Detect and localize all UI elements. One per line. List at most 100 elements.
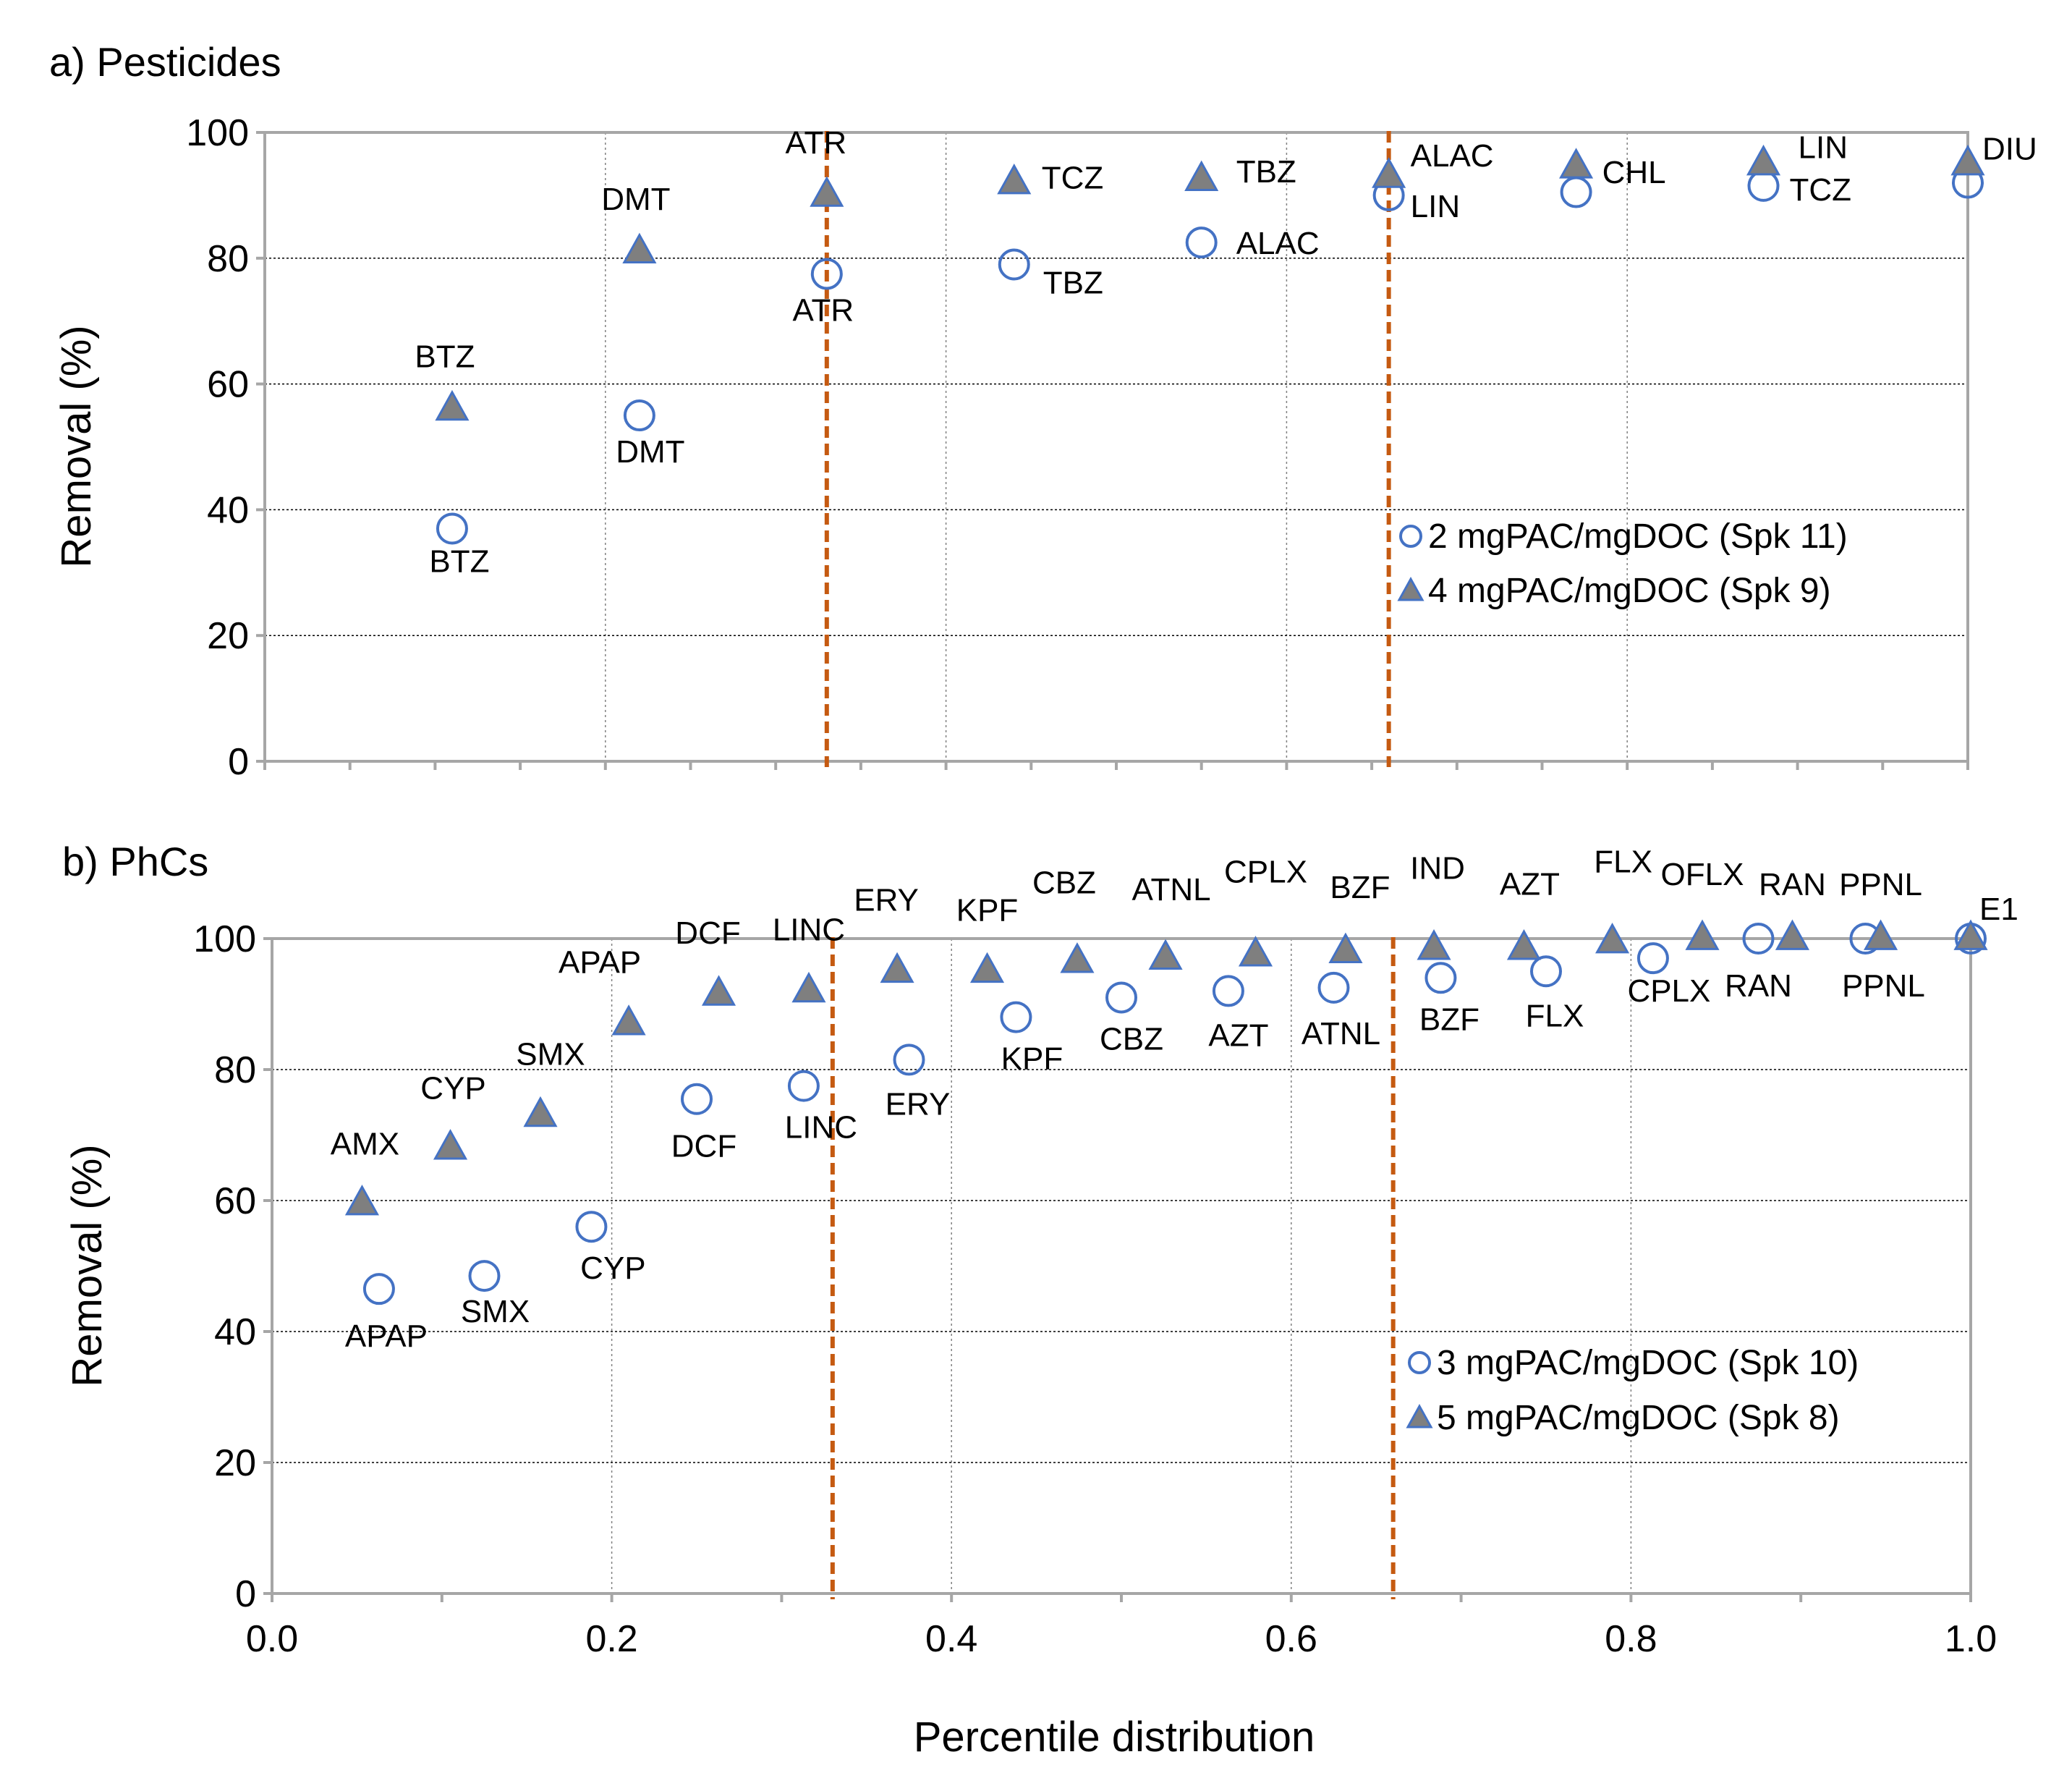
legend-label: 2 mgPAC/mgDOC (Spk 11) [1428, 517, 1848, 556]
data-point-triangle [1148, 939, 1183, 970]
y-tick-label: 80 [214, 1049, 256, 1091]
data-point-circle [1105, 981, 1137, 1014]
data-point-circle [1000, 1001, 1032, 1033]
data-point-circle [1212, 975, 1244, 1007]
data-point-label: LINC [785, 1110, 857, 1146]
data-point-label: PPNL [1839, 867, 1922, 902]
data-point-label: E1 [1979, 892, 2018, 927]
data-point-circle [436, 512, 468, 545]
y-axis-title: Removal (%) [53, 325, 100, 567]
data-point-circle [623, 399, 655, 432]
legend-circle-icon [1399, 525, 1422, 548]
data-point-triangle [997, 163, 1032, 195]
data-point-triangle [969, 952, 1005, 983]
data-point-circle [1747, 169, 1780, 202]
data-point-triangle [433, 1129, 468, 1160]
data-point-label: FLX [1594, 845, 1652, 880]
y-tick-label: 0 [228, 741, 249, 783]
y-tick-label: 40 [207, 489, 249, 531]
data-point-label: AZT [1208, 1017, 1268, 1053]
y-tick-label: 60 [207, 364, 249, 406]
data-point-triangle [1417, 929, 1451, 960]
data-point-label: CYP [420, 1071, 485, 1106]
x-tick-label: 0.6 [1265, 1618, 1317, 1660]
data-point-label: PPNL [1842, 968, 1925, 1004]
data-point-label: AZT [1500, 867, 1560, 902]
x-tick-label: 0.0 [246, 1618, 298, 1660]
data-point-label: ATR [785, 125, 846, 161]
data-point-label: LINC [773, 912, 845, 947]
legend-triangle-icon [1406, 1404, 1433, 1428]
data-point-label: CBZ [1100, 1021, 1163, 1057]
y-tick-label: 40 [214, 1311, 256, 1353]
data-point-label: OFLX [1661, 857, 1744, 892]
data-point-circle [893, 1044, 925, 1076]
data-point-label: TBZ [1236, 154, 1296, 190]
x-tick-label: 1.0 [1945, 1618, 1997, 1660]
data-point-label: BTZ [415, 339, 475, 374]
x-tick-label: 0.4 [925, 1618, 977, 1660]
y-tick-label: 100 [186, 112, 249, 154]
data-point-circle [787, 1070, 820, 1102]
y-tick-label: 0 [235, 1573, 256, 1615]
data-point-triangle [1595, 923, 1630, 954]
data-point-circle [1530, 955, 1562, 988]
data-point-circle [1185, 227, 1218, 259]
data-point-label: RAN [1759, 867, 1826, 902]
data-point-label: ALAC [1236, 226, 1320, 261]
legend: 2 mgPAC/mgDOC (Spk 11) 4 mgPAC/mgDOC (Spk… [1397, 517, 1848, 610]
data-point-label: BTZ [429, 543, 489, 579]
x-tick-label: 0.8 [1605, 1618, 1657, 1660]
data-point-circle [810, 258, 843, 290]
data-point-label: CYP [580, 1250, 645, 1286]
chart-panel-phcs: b) PhCs 0 20 40 60 80 100 0.0 0.2 0.4 0.6 0.8 1.0 Rem… [62, 839, 2018, 1761]
data-point-label: LIN [1411, 189, 1460, 224]
data-point-circle [1636, 942, 1669, 975]
data-point-triangle [344, 1185, 379, 1216]
data-point-label: TBZ [1043, 265, 1103, 300]
x-axis-title: Percentile distribution [914, 1714, 1315, 1761]
data-point-label: ATNL [1302, 1016, 1380, 1051]
data-point-triangle [880, 952, 914, 983]
data-point-circle [1560, 176, 1592, 208]
data-point-label: DIU [1982, 131, 2037, 166]
data-point-label: LIN [1799, 130, 1848, 165]
data-point-label: CHL [1602, 155, 1666, 190]
data-point-triangle [622, 232, 657, 263]
data-point-triangle [701, 975, 736, 1006]
legend: 3 mgPAC/mgDOC (Spk 10) 5 mgPAC/mgDOC (Spk… [1406, 1344, 1859, 1437]
data-point-circle [1424, 962, 1457, 994]
data-point-circle [681, 1083, 713, 1115]
data-point-label: BZF [1330, 870, 1390, 905]
data-point-triangle [435, 389, 470, 421]
data-point-triangle [1506, 929, 1542, 960]
data-point-triangle [523, 1096, 558, 1127]
data-point-triangle [1685, 919, 1720, 950]
data-point-label: ATNL [1131, 872, 1210, 907]
data-point-triangle [1372, 157, 1406, 188]
data-point-triangle [1864, 919, 1898, 950]
legend-triangle-icon [1397, 577, 1424, 601]
data-point-label: CPLX [1627, 973, 1710, 1009]
plot-frame [263, 131, 1969, 763]
data-point-label: CPLX [1224, 855, 1307, 890]
data-point-label: CBZ [1032, 865, 1096, 901]
data-point-label: DMT [601, 182, 670, 217]
panel-title: b) PhCs [62, 839, 208, 884]
data-point-label: ATR [792, 293, 854, 329]
data-point-label: AMX [331, 1127, 399, 1162]
legend-circle-icon [1408, 1351, 1431, 1374]
legend-label: 4 mgPAC/mgDOC (Spk 9) [1428, 572, 1831, 610]
data-point-triangle [1950, 144, 1985, 176]
y-tick-label: 20 [207, 615, 249, 657]
data-point-label: TCZ [1790, 172, 1852, 208]
y-tick-label: 80 [207, 238, 249, 280]
data-point-triangle [1184, 160, 1219, 192]
data-point-label: FLX [1526, 998, 1584, 1033]
data-point-triangle [611, 1004, 646, 1036]
data-point-label: DCF [671, 1129, 736, 1164]
data-point-label: SMX [461, 1294, 530, 1329]
data-point-label: KPF [956, 892, 1019, 928]
data-point-label: BZF [1419, 1002, 1479, 1037]
legend-label: 3 mgPAC/mgDOC (Spk 10) [1437, 1344, 1859, 1382]
